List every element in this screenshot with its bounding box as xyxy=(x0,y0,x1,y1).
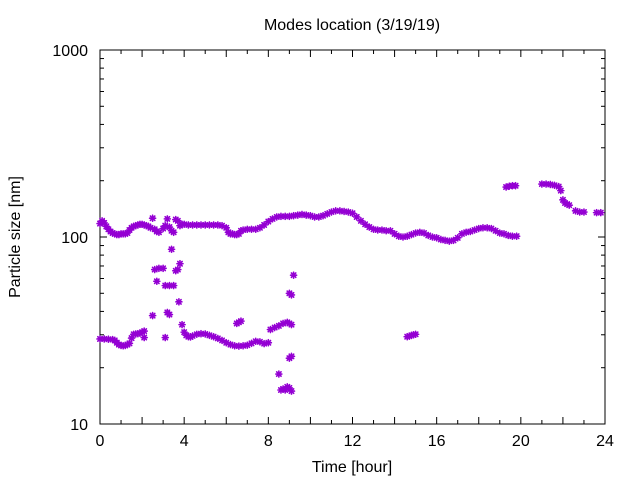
data-point xyxy=(386,226,395,235)
x-tick-label: 0 xyxy=(96,433,105,450)
data-points xyxy=(96,180,605,395)
data-point xyxy=(140,327,148,335)
chart-title: Modes location (3/19/19) xyxy=(264,17,440,34)
data-point xyxy=(264,338,273,347)
data-point xyxy=(178,320,186,329)
data-point xyxy=(201,330,210,338)
x-tick-label: 20 xyxy=(512,433,530,450)
data-point xyxy=(140,333,148,342)
data-point xyxy=(287,387,296,395)
data-point xyxy=(167,245,176,254)
data-point xyxy=(125,339,134,348)
data-point xyxy=(275,370,283,378)
data-point xyxy=(394,232,403,240)
y-axis-title: Particle size [nm] xyxy=(7,176,24,298)
data-point xyxy=(287,352,296,361)
data-point xyxy=(287,320,296,329)
data-point xyxy=(596,208,605,217)
data-point xyxy=(148,311,157,320)
data-point xyxy=(565,201,574,209)
x-tick-label: 24 xyxy=(596,433,614,450)
data-point xyxy=(511,181,520,190)
data-point xyxy=(159,264,167,273)
data-point xyxy=(557,186,565,195)
data-point xyxy=(161,333,170,342)
data-point xyxy=(176,259,184,268)
data-point xyxy=(148,214,157,223)
data-point xyxy=(175,298,183,306)
data-point xyxy=(163,215,172,223)
x-tick-label: 16 xyxy=(428,433,446,450)
x-tick-label: 8 xyxy=(264,433,273,450)
data-point xyxy=(287,291,296,299)
y-tick-label: 1000 xyxy=(52,43,88,60)
data-point xyxy=(289,271,298,279)
data-point xyxy=(264,217,273,226)
data-point xyxy=(491,226,500,235)
data-point xyxy=(575,208,584,216)
data-point xyxy=(153,277,161,286)
x-tick-label: 4 xyxy=(180,433,189,450)
data-point xyxy=(169,228,178,237)
data-point xyxy=(174,265,182,274)
data-point xyxy=(237,317,245,325)
y-tick-label: 100 xyxy=(61,230,88,247)
x-axis-title: Time [hour] xyxy=(312,459,392,476)
data-point xyxy=(512,232,521,240)
data-point xyxy=(411,330,420,339)
plot-frame xyxy=(99,49,606,425)
y-tick-labels: 10 100 1000 xyxy=(52,43,88,434)
data-point xyxy=(165,310,174,319)
data-point xyxy=(205,221,214,229)
data-point xyxy=(222,223,231,232)
axis-ticks xyxy=(99,49,606,425)
x-tick-labels: 0 4 8 12 16 20 24 xyxy=(96,433,614,450)
data-point xyxy=(580,208,588,216)
data-point xyxy=(169,281,178,290)
y-tick-label: 10 xyxy=(70,417,88,434)
x-tick-label: 12 xyxy=(344,433,362,450)
data-point xyxy=(504,231,513,240)
